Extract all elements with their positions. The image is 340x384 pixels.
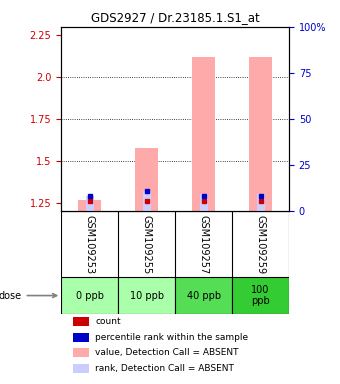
Text: dose: dose <box>0 291 56 301</box>
Bar <box>135 148 158 212</box>
Text: rank, Detection Call = ABSENT: rank, Detection Call = ABSENT <box>95 364 234 373</box>
Bar <box>200 194 207 212</box>
Bar <box>72 333 88 341</box>
Bar <box>257 194 265 212</box>
Bar <box>192 57 215 212</box>
Bar <box>72 348 88 357</box>
Bar <box>78 200 101 212</box>
Bar <box>249 57 272 212</box>
Text: percentile rank within the sample: percentile rank within the sample <box>95 333 249 342</box>
Text: GSM109259: GSM109259 <box>256 215 266 274</box>
Bar <box>72 364 88 373</box>
Text: GSM109255: GSM109255 <box>142 215 152 274</box>
Text: 40 ppb: 40 ppb <box>187 291 221 301</box>
Text: 10 ppb: 10 ppb <box>130 291 164 301</box>
Bar <box>72 317 88 326</box>
Text: 100
ppb: 100 ppb <box>251 285 270 306</box>
Text: GSM109253: GSM109253 <box>85 215 95 274</box>
Bar <box>143 190 151 212</box>
Text: count: count <box>95 317 121 326</box>
Text: GSM109257: GSM109257 <box>199 215 208 274</box>
Title: GDS2927 / Dr.23185.1.S1_at: GDS2927 / Dr.23185.1.S1_at <box>91 11 259 24</box>
FancyBboxPatch shape <box>118 277 175 314</box>
Text: 0 ppb: 0 ppb <box>76 291 104 301</box>
Text: value, Detection Call = ABSENT: value, Detection Call = ABSENT <box>95 348 239 358</box>
FancyBboxPatch shape <box>232 277 289 314</box>
FancyBboxPatch shape <box>175 277 232 314</box>
Bar <box>86 195 94 212</box>
FancyBboxPatch shape <box>61 277 118 314</box>
